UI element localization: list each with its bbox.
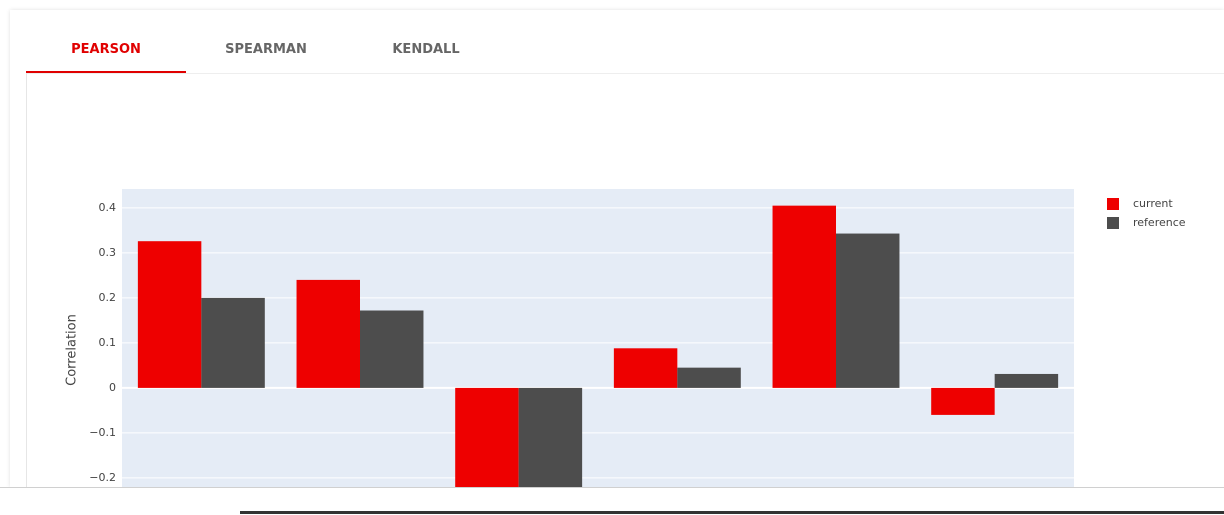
- y-tick-label: 0.1: [99, 336, 117, 349]
- tab[interactable]: SPEARMAN: [225, 42, 307, 57]
- legend-swatch: [1107, 198, 1119, 210]
- y-tick-label: −0.1: [89, 426, 116, 439]
- legend-swatch: [1107, 217, 1119, 229]
- footer-strip: [0, 487, 1224, 515]
- chart: Correlation −0.2 −0.1 0 0.1 0.2 0.3 0.4 current…: [65, 189, 1186, 487]
- bar: [994, 373, 1059, 388]
- bar: [455, 387, 519, 487]
- panel: [26, 73, 1224, 488]
- bar: [836, 233, 900, 388]
- bar: [677, 367, 741, 388]
- bar: [772, 205, 836, 388]
- legend-label: reference: [1133, 216, 1186, 229]
- legend-label: current: [1133, 197, 1173, 210]
- y-tick-label: 0.2: [99, 291, 117, 304]
- y-axis-title: Correlation: [65, 314, 80, 386]
- tab[interactable]: KENDALL: [392, 42, 460, 57]
- bar: [201, 297, 265, 388]
- y-tick-label: 0: [109, 381, 116, 394]
- y-tick-label: 0.3: [99, 246, 117, 259]
- bar: [613, 348, 678, 388]
- y-tick-label: −0.2: [89, 471, 116, 484]
- y-tick-label: 0.4: [99, 201, 117, 214]
- bar: [518, 387, 583, 487]
- bar: [931, 387, 995, 415]
- scrollbar: [240, 511, 1224, 514]
- bar: [360, 310, 424, 388]
- bar: [296, 279, 360, 388]
- plot-background: [122, 189, 1074, 487]
- tab[interactable]: PEARSON: [26, 10, 186, 73]
- bar: [137, 241, 202, 388]
